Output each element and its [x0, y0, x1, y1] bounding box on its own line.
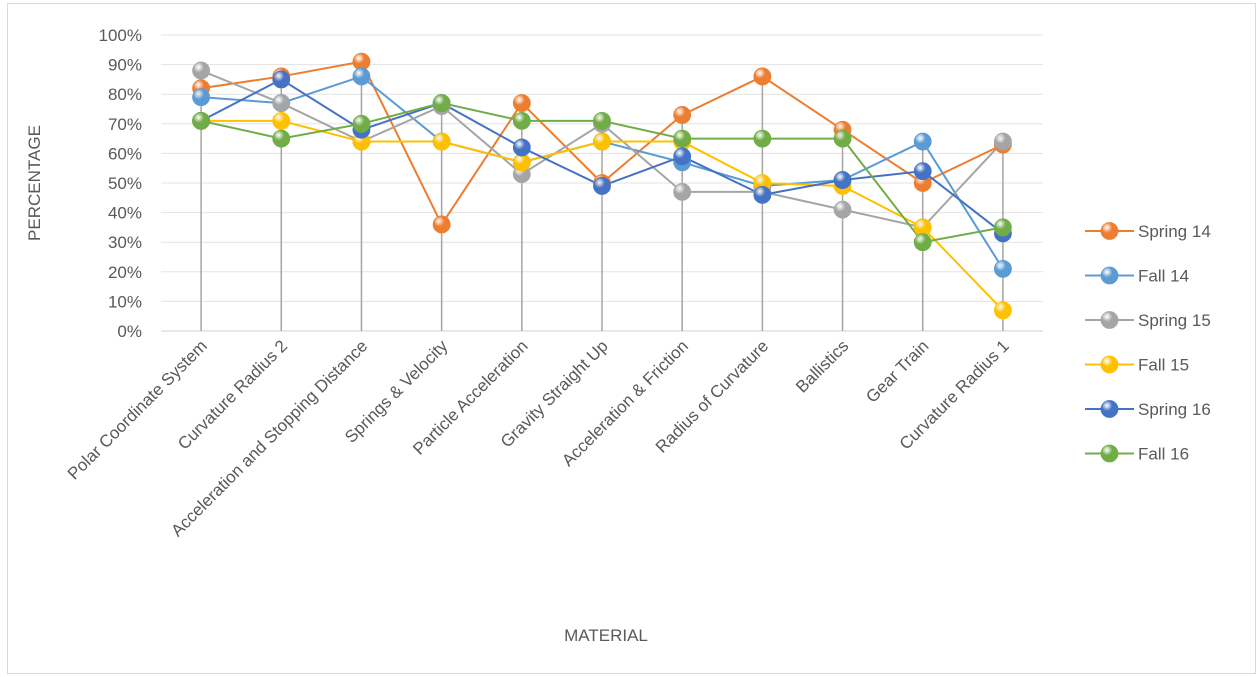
- data-point: [994, 132, 1012, 151]
- data-point: [512, 111, 531, 130]
- legend-label: Fall 14: [1138, 267, 1189, 286]
- data-point: [512, 94, 531, 112]
- y-tick-label: 70%: [108, 115, 142, 134]
- data-point: [352, 114, 371, 133]
- data-point: [833, 171, 852, 189]
- data-point: [512, 138, 531, 157]
- data-point: [753, 129, 772, 148]
- legend-label: Fall 16: [1138, 445, 1189, 464]
- data-point: [272, 129, 291, 148]
- data-point: [994, 301, 1012, 320]
- line-chart: 0% 10% 20% 30% 40% 50% 60% 70% 80% 90% 100% Polar …: [25, 26, 1211, 645]
- data-point: [192, 111, 210, 130]
- legend-label: Spring 14: [1138, 222, 1211, 241]
- x-tick-label: Ballistics: [792, 336, 852, 396]
- y-tick-label: 30%: [108, 233, 142, 252]
- data-point: [833, 200, 852, 219]
- legend-marker: [1100, 266, 1119, 285]
- data-point: [913, 233, 932, 252]
- data-point: [994, 259, 1012, 278]
- legend-item: Fall 15: [1085, 356, 1189, 375]
- data-point: [192, 61, 210, 80]
- y-axis-title: PERCENTAGE: [25, 125, 44, 241]
- data-point: [673, 129, 692, 148]
- series-markers: [192, 52, 1012, 320]
- y-tick-label: 100%: [99, 26, 142, 45]
- data-point: [593, 132, 611, 151]
- y-tick-label: 40%: [108, 204, 142, 223]
- legend-item: Fall 16: [1085, 445, 1189, 464]
- data-point: [833, 129, 852, 148]
- legend-item: Spring 16: [1085, 400, 1211, 419]
- y-tick-label: 80%: [108, 85, 142, 104]
- y-tick-label: 20%: [108, 263, 142, 282]
- drop-lines: [200, 61, 1004, 331]
- data-point: [753, 67, 772, 86]
- data-point: [753, 185, 772, 204]
- legend-label: Spring 16: [1138, 400, 1211, 419]
- data-point: [432, 94, 451, 112]
- data-point: [192, 88, 210, 107]
- data-point: [432, 215, 451, 234]
- y-tick-label: 90%: [108, 56, 142, 75]
- legend-marker: [1100, 355, 1119, 374]
- data-point: [673, 106, 692, 124]
- data-point: [593, 111, 611, 130]
- x-tick-label: Polar Coordinate System: [64, 336, 211, 483]
- legend-marker: [1100, 400, 1119, 418]
- data-point: [272, 94, 291, 112]
- data-point: [673, 182, 692, 201]
- data-point: [593, 177, 611, 195]
- legend: Spring 14 Fall 14 Spring 15 Fall 15 Spring 1…: [1085, 222, 1211, 464]
- x-axis-title: MATERIAL: [564, 626, 648, 645]
- y-axis-tick-labels: 0% 10% 20% 30% 40% 50% 60% 70% 80% 90% 100%: [99, 26, 142, 341]
- x-tick-label: Gear Train: [862, 336, 932, 406]
- y-tick-label: 10%: [108, 292, 142, 311]
- data-point: [432, 132, 451, 151]
- legend-label: Fall 15: [1138, 356, 1189, 375]
- legend-item: Spring 15: [1085, 311, 1211, 330]
- data-point: [913, 162, 932, 181]
- data-point: [673, 147, 692, 166]
- data-point: [913, 132, 932, 151]
- legend-marker: [1100, 444, 1119, 463]
- chart-frame: 0% 10% 20% 30% 40% 50% 60% 70% 80% 90% 100% Polar …: [7, 3, 1256, 674]
- y-tick-label: 60%: [108, 144, 142, 163]
- data-point: [994, 218, 1012, 237]
- y-tick-label: 0%: [117, 322, 142, 341]
- legend-marker: [1100, 311, 1119, 329]
- legend-label: Spring 15: [1138, 311, 1211, 330]
- legend-item: Fall 14: [1085, 267, 1189, 286]
- data-point: [272, 70, 291, 89]
- legend-marker: [1100, 222, 1119, 240]
- y-tick-label: 50%: [108, 174, 142, 193]
- data-point: [352, 67, 371, 86]
- data-point: [272, 111, 291, 130]
- legend-item: Spring 14: [1085, 222, 1211, 241]
